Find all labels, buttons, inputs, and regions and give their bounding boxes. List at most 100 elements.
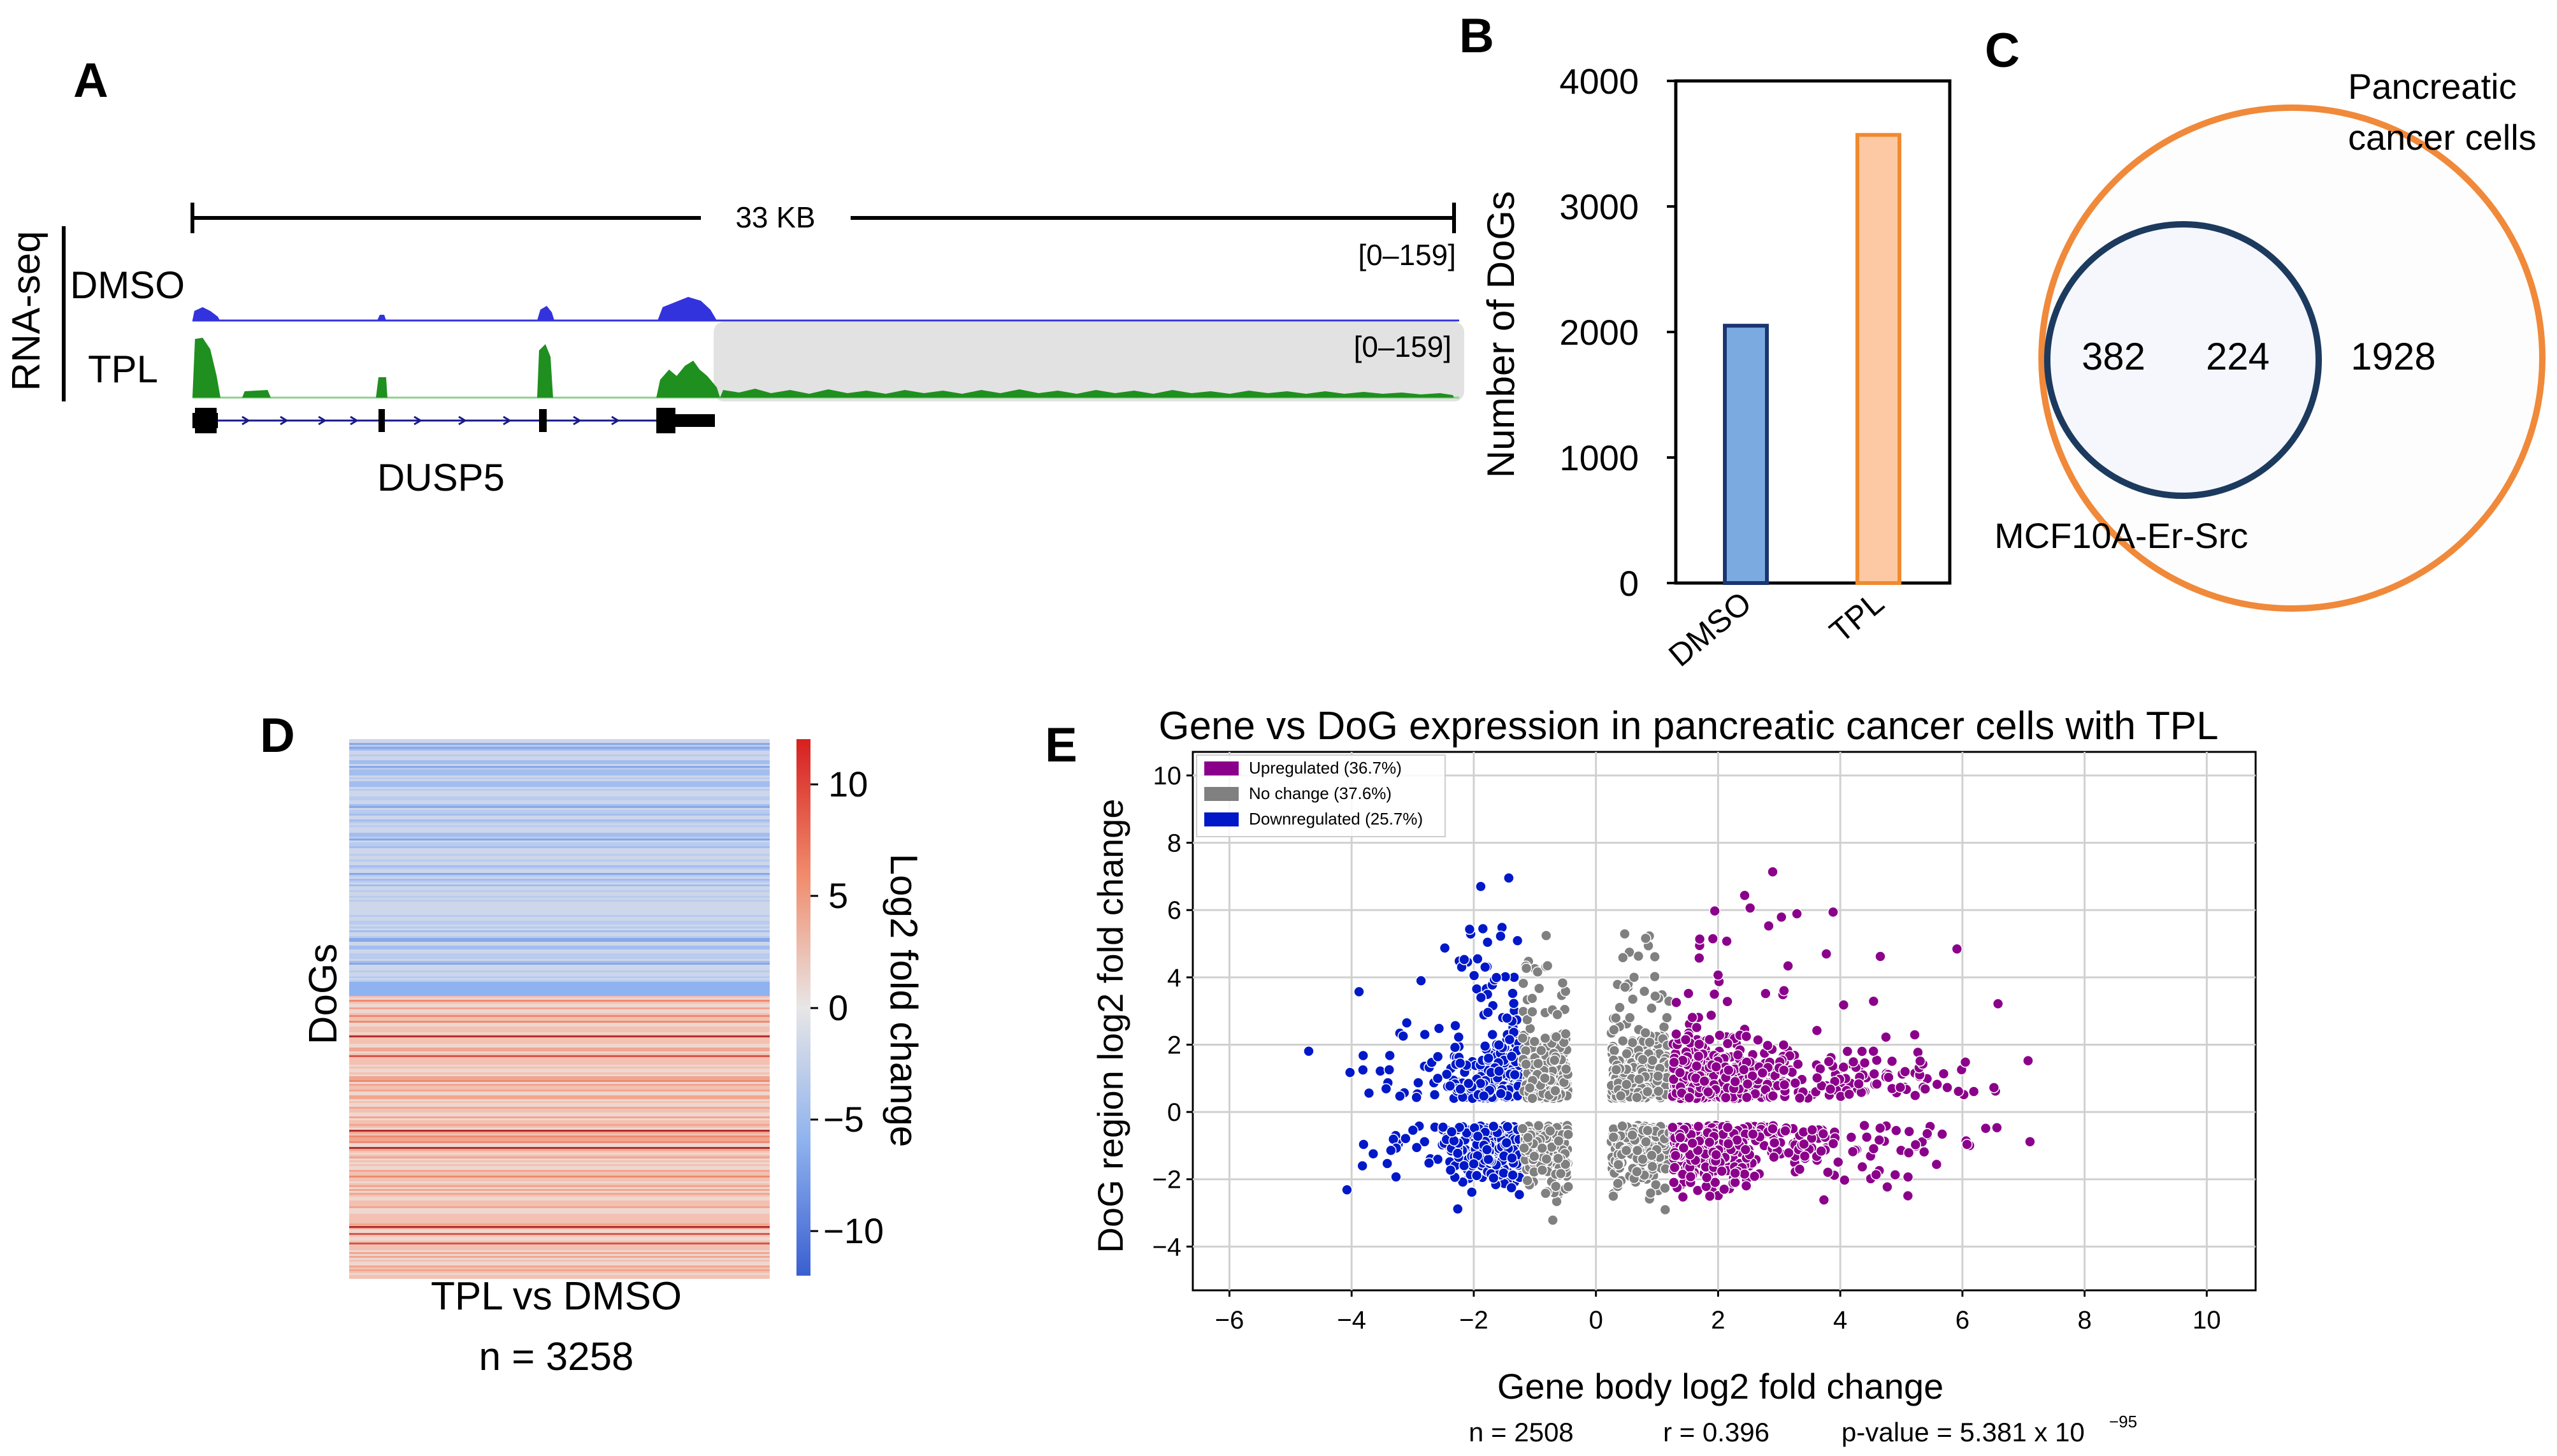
heatmap-row bbox=[349, 1137, 770, 1139]
scatter-point bbox=[1941, 1081, 1953, 1093]
heatmap-row bbox=[349, 844, 770, 846]
heatmap-row bbox=[349, 940, 770, 942]
y-tick-label: 3000 bbox=[1559, 187, 1639, 227]
heatmap-row bbox=[349, 800, 770, 802]
scatter-point bbox=[1452, 1203, 1464, 1215]
heatmap-row bbox=[349, 1004, 770, 1006]
heatmap-row bbox=[349, 886, 770, 888]
scatter-point bbox=[1639, 1027, 1652, 1039]
scatter-point bbox=[1721, 935, 1732, 947]
scatter-point bbox=[1767, 1123, 1778, 1135]
heatmap-row bbox=[349, 753, 770, 754]
heatmap-row bbox=[349, 1229, 770, 1231]
heatmap-row bbox=[349, 1084, 770, 1086]
heatmap-row bbox=[349, 741, 770, 743]
heatmap-row bbox=[349, 1059, 770, 1061]
scatter-point bbox=[1744, 902, 1756, 914]
scatter-point bbox=[1493, 1039, 1505, 1051]
scatter-point bbox=[1886, 1055, 1898, 1067]
heatmap-row bbox=[349, 1231, 770, 1233]
scatter-point bbox=[1768, 1151, 1780, 1163]
scatter-point bbox=[1799, 1150, 1811, 1162]
heatmap-row bbox=[349, 865, 770, 867]
scatter-point bbox=[1792, 1058, 1804, 1070]
heatmap-row bbox=[349, 1051, 770, 1053]
heatmap-row bbox=[349, 1109, 770, 1111]
scatter-point bbox=[1562, 1181, 1574, 1193]
scatter-point bbox=[1490, 972, 1502, 983]
scatter-point bbox=[1619, 981, 1631, 993]
scatter-point bbox=[1498, 1167, 1509, 1179]
heatmap-row bbox=[349, 1019, 770, 1021]
scatter-point bbox=[1732, 1049, 1744, 1061]
scatter-point bbox=[1722, 1037, 1734, 1049]
heatmap-row bbox=[349, 745, 770, 747]
scatter-point bbox=[1383, 1064, 1395, 1076]
scatter-point bbox=[1468, 1158, 1480, 1170]
scatter-point bbox=[1838, 1062, 1849, 1073]
heatmap-row bbox=[349, 1093, 770, 1095]
heatmap-row bbox=[349, 1070, 770, 1072]
scatter-point bbox=[1833, 1157, 1844, 1168]
panel-label-d: D bbox=[260, 709, 295, 763]
heatmap-row bbox=[349, 1183, 770, 1185]
heatmap-row bbox=[349, 823, 770, 825]
scatter-point bbox=[1704, 1034, 1715, 1046]
scatter-point bbox=[1992, 998, 2004, 1010]
heatmap-row bbox=[349, 925, 770, 926]
heatmap-row bbox=[349, 1239, 770, 1241]
scatter-point bbox=[1763, 920, 1775, 932]
scatter-point bbox=[1824, 1083, 1836, 1095]
heatmap-row bbox=[349, 779, 770, 781]
heatmap-row bbox=[349, 1055, 770, 1057]
scatter-point bbox=[1757, 1067, 1768, 1079]
scatter-point bbox=[1712, 969, 1724, 981]
scatter-point bbox=[1610, 1012, 1622, 1024]
heatmap-row bbox=[349, 1277, 770, 1279]
heatmap-row bbox=[349, 749, 770, 751]
panel-label-b: B bbox=[1459, 9, 1494, 63]
heatmap-row bbox=[349, 804, 770, 806]
rna-seq-label: RNA-seq bbox=[4, 231, 48, 391]
scatter-point bbox=[1413, 1077, 1424, 1088]
scatter-point bbox=[1894, 1081, 1906, 1093]
heatmap-row bbox=[349, 1202, 770, 1204]
heatmap-row bbox=[349, 955, 770, 957]
heatmap-row bbox=[349, 1252, 770, 1254]
heatmap-row bbox=[349, 839, 770, 840]
scatter-point bbox=[1722, 1138, 1734, 1150]
heatmap-row bbox=[349, 1086, 770, 1088]
heatmap-row bbox=[349, 1092, 770, 1093]
scatter-point bbox=[1439, 942, 1451, 954]
heatmap-row bbox=[349, 1258, 770, 1260]
scatter-point bbox=[1415, 975, 1427, 986]
scatter-point bbox=[1776, 911, 1787, 923]
heatmap-row bbox=[349, 850, 770, 852]
heatmap-row bbox=[349, 1178, 770, 1179]
heatmap-row bbox=[349, 793, 770, 795]
y-tick-label: 0 bbox=[1167, 1099, 1181, 1127]
x-tick-label: 6 bbox=[1956, 1306, 1970, 1334]
scatter-points bbox=[1303, 866, 2036, 1226]
heatmap-row bbox=[349, 1187, 770, 1189]
heatmap-row bbox=[349, 957, 770, 959]
scatter-point bbox=[1692, 1120, 1704, 1132]
scatter-point bbox=[1532, 1120, 1545, 1132]
heatmap-row bbox=[349, 1076, 770, 1078]
heatmap-row bbox=[349, 1193, 770, 1195]
heatmap-row bbox=[349, 1149, 770, 1151]
heatmap-row bbox=[349, 1155, 770, 1157]
scatter-point bbox=[1487, 1028, 1499, 1041]
heatmap-row bbox=[349, 907, 770, 909]
scatter-point bbox=[1875, 951, 1886, 962]
scatter-point bbox=[1767, 1090, 1779, 1102]
scatter-point bbox=[1560, 1158, 1571, 1171]
scatter-point bbox=[1649, 970, 1660, 983]
scatter-point bbox=[1632, 950, 1645, 962]
panel-label-e: E bbox=[1045, 718, 1077, 772]
scatter-point bbox=[1449, 1041, 1461, 1053]
scatter-point bbox=[1617, 1035, 1629, 1047]
scatter-point bbox=[1548, 1055, 1560, 1066]
heatmap-row bbox=[349, 1267, 770, 1269]
heatmap-row bbox=[349, 1166, 770, 1168]
